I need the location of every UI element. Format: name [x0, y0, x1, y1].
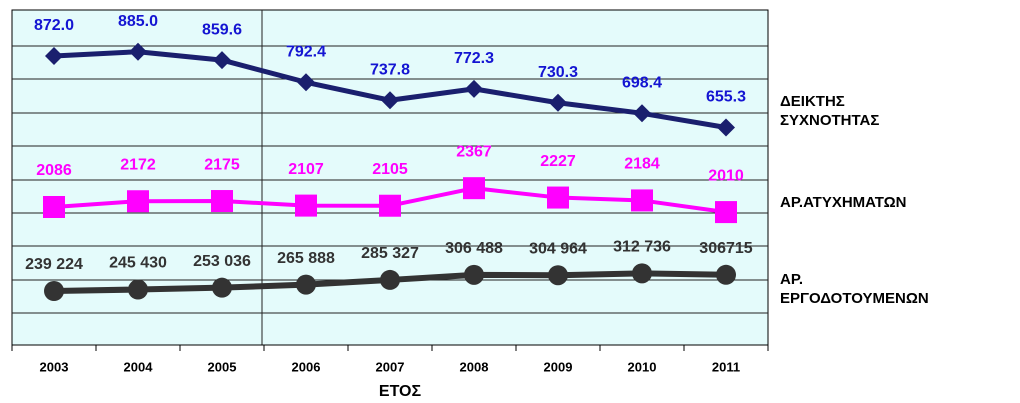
x-tick-label: 2007: [376, 359, 405, 374]
point: [548, 265, 568, 286]
data-label: 872.0: [34, 17, 74, 34]
point: [715, 201, 737, 224]
x-tick-label: 2004: [124, 359, 154, 374]
point: [295, 194, 317, 217]
point: [45, 47, 63, 65]
point: [549, 93, 567, 112]
point: [380, 269, 400, 290]
data-label: 306 488: [445, 240, 503, 257]
data-label: 312 736: [613, 239, 671, 256]
data-label: 2107: [288, 161, 324, 178]
point: [296, 274, 316, 295]
point: [632, 263, 652, 284]
series-label: ΑΡ.ΑΤΥΧΗΜΑΤΩΝ: [780, 194, 907, 211]
data-label: 2367: [456, 143, 492, 160]
point: [127, 190, 149, 213]
point: [464, 264, 484, 285]
x-tick-label: 2010: [628, 359, 657, 374]
point: [211, 190, 233, 213]
x-tick-label: 2003: [40, 359, 69, 374]
data-label: 859.6: [202, 21, 242, 38]
point: [379, 194, 401, 217]
data-label: 239 224: [25, 256, 83, 273]
data-label: 2086: [36, 162, 72, 179]
point: [128, 279, 148, 300]
data-label: 304 964: [529, 240, 587, 257]
series-label: ΑΡ. ΕΡΓΟΔΟΤΟΥΜΕΝΩΝ: [780, 271, 929, 307]
data-label: 772.3: [454, 50, 494, 67]
data-label: 698.4: [622, 75, 662, 92]
x-tick-label: 2009: [544, 359, 573, 374]
data-label: 2227: [540, 153, 576, 170]
data-label: 2184: [624, 156, 660, 173]
point: [547, 186, 569, 209]
data-label: 655.3: [706, 89, 746, 106]
point: [43, 196, 65, 218]
data-label: 265 888: [277, 250, 335, 267]
point: [381, 91, 399, 110]
data-label: 792.4: [286, 43, 326, 60]
data-label: 285 327: [361, 245, 419, 262]
point: [631, 189, 653, 212]
point: [212, 277, 232, 298]
point: [129, 42, 147, 61]
x-tick-label: 2005: [208, 359, 237, 374]
point: [213, 51, 231, 70]
point: [463, 177, 485, 200]
data-label: 2175: [204, 156, 240, 173]
data-label: 245 430: [109, 255, 167, 272]
data-label: 2172: [120, 156, 156, 173]
data-label: 2105: [372, 161, 408, 178]
x-tick-label: 2008: [460, 359, 489, 374]
x-tick-label: 2011: [712, 359, 740, 374]
point: [297, 73, 315, 92]
point: [44, 281, 64, 301]
x-tick-label: 2006: [292, 359, 321, 374]
data-label: 885.0: [118, 13, 158, 30]
data-label: 253 036: [193, 253, 251, 270]
data-label: 306715: [699, 240, 752, 257]
data-label: 2010: [708, 167, 744, 184]
series-label: ΔΕΙΚΤΗΣ ΣΥΧΝΟΤΗΤΑΣ: [780, 93, 880, 129]
data-label: 737.8: [370, 62, 410, 79]
point: [716, 264, 736, 285]
x-axis-title: ΕΤΟΣ: [379, 383, 422, 400]
point: [717, 118, 735, 137]
point: [465, 79, 483, 98]
data-label: 730.3: [538, 64, 578, 81]
point: [633, 104, 651, 123]
